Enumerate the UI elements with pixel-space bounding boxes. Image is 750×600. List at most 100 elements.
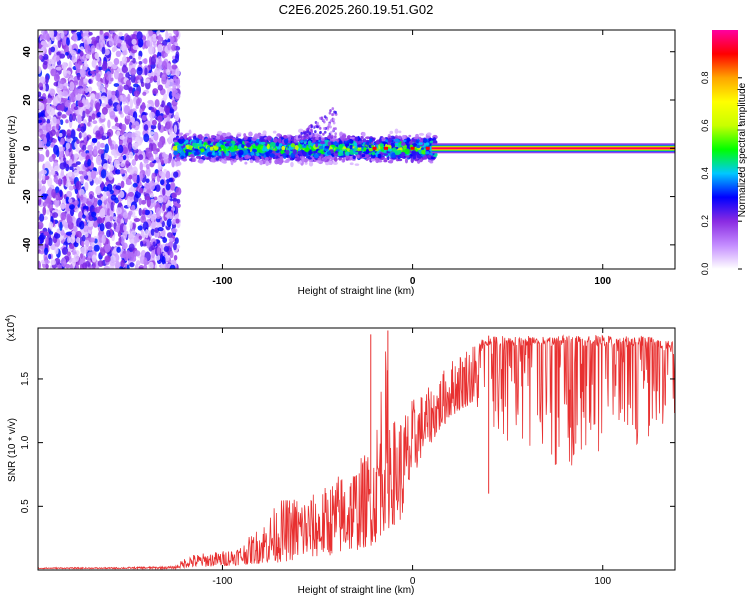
band-cell bbox=[338, 157, 343, 161]
y-tick-label: 0 bbox=[22, 145, 33, 151]
noise-cell bbox=[95, 102, 101, 111]
noise-cell bbox=[99, 246, 104, 253]
streak-cell bbox=[303, 137, 306, 141]
noise-cell bbox=[138, 55, 142, 60]
noise-cell bbox=[80, 177, 85, 185]
y-tick-label: -20 bbox=[22, 189, 33, 204]
band-cell bbox=[176, 145, 182, 149]
noise-cell bbox=[103, 72, 108, 78]
band-cell bbox=[290, 161, 294, 168]
noise-cell bbox=[84, 44, 91, 54]
band-peak-cell bbox=[372, 146, 377, 150]
noise-cell bbox=[130, 73, 136, 83]
noise-cell bbox=[80, 68, 86, 78]
streak-cell bbox=[318, 136, 322, 140]
noise-cell bbox=[59, 189, 63, 198]
noise-cell bbox=[54, 246, 59, 255]
noise-cell bbox=[163, 155, 169, 165]
noise-cell bbox=[157, 196, 164, 204]
band-cell bbox=[276, 133, 282, 137]
band-cell bbox=[398, 130, 402, 134]
noise-cell bbox=[114, 89, 120, 99]
noise-cell bbox=[141, 114, 148, 121]
noise-cell bbox=[53, 81, 60, 87]
x-tick-label: 0 bbox=[410, 276, 416, 287]
noise-cell bbox=[100, 153, 105, 161]
band-cell bbox=[432, 140, 438, 145]
noise-cell bbox=[133, 217, 141, 222]
noise-cell bbox=[87, 86, 93, 93]
noise-cell bbox=[126, 264, 130, 269]
noise-cell bbox=[108, 171, 114, 181]
noise-cell bbox=[38, 104, 41, 110]
noise-cell bbox=[91, 138, 98, 144]
band-cell bbox=[266, 135, 273, 141]
noise-cell bbox=[95, 130, 101, 138]
noise-cell bbox=[95, 64, 99, 75]
band-cell bbox=[383, 153, 389, 156]
streak-cell bbox=[319, 131, 322, 135]
noise-cell bbox=[106, 229, 111, 238]
band-cell bbox=[256, 139, 260, 143]
band-cell bbox=[257, 144, 261, 148]
band-cell bbox=[216, 143, 222, 147]
band-cell bbox=[404, 158, 409, 164]
noise-cell bbox=[152, 37, 157, 42]
noise-cell bbox=[165, 30, 169, 41]
noise-cell bbox=[56, 55, 60, 62]
band-cell bbox=[290, 143, 296, 148]
noise-cell bbox=[123, 132, 128, 142]
noise-cell bbox=[87, 144, 94, 152]
noise-cell bbox=[119, 190, 125, 199]
band-cell bbox=[225, 136, 230, 140]
streak-cell bbox=[323, 130, 327, 134]
noise-cell bbox=[123, 224, 127, 232]
band-cell bbox=[301, 145, 307, 148]
band-cell bbox=[390, 135, 395, 140]
band-cell bbox=[369, 138, 373, 143]
noise-cell bbox=[69, 207, 75, 217]
colorbar: 0.00.20.40.60.8 Normalized spectral ampl… bbox=[700, 30, 748, 275]
noise-cell bbox=[68, 198, 73, 204]
band-cell bbox=[275, 152, 281, 156]
band-cell bbox=[308, 157, 312, 160]
band-peak-cell bbox=[383, 146, 388, 150]
noise-cell bbox=[145, 167, 151, 177]
noise-cell bbox=[150, 124, 157, 130]
noise-cell bbox=[165, 170, 171, 180]
noise-cell bbox=[100, 142, 105, 149]
band-cell bbox=[287, 158, 291, 162]
noise-cell bbox=[71, 113, 77, 122]
band-cell bbox=[252, 145, 258, 149]
noise-cell bbox=[127, 93, 131, 103]
noise-cell bbox=[85, 98, 89, 105]
band-cell bbox=[327, 141, 331, 146]
noise-cell bbox=[140, 230, 145, 239]
noise-cell bbox=[38, 54, 43, 61]
band-cell bbox=[383, 159, 388, 163]
noise-cell bbox=[153, 196, 158, 201]
noise-cell bbox=[57, 146, 64, 152]
band-cell bbox=[269, 153, 275, 158]
noise-cell bbox=[59, 53, 66, 59]
spectrogram-y-axis-label: Frequency (Hz) bbox=[7, 116, 18, 185]
band-cell bbox=[252, 148, 257, 153]
noise-cell bbox=[63, 30, 68, 35]
noise-cell bbox=[109, 259, 116, 267]
streak-cell bbox=[332, 121, 336, 125]
band-cell bbox=[320, 151, 325, 155]
noise-cell bbox=[141, 101, 146, 112]
noise-cell bbox=[50, 107, 56, 117]
noise-cell bbox=[136, 139, 143, 146]
band-cell bbox=[283, 138, 289, 145]
noise-cell bbox=[116, 246, 121, 253]
noise-cell bbox=[151, 249, 156, 259]
noise-cell bbox=[166, 218, 172, 228]
noise-cell bbox=[141, 199, 147, 205]
noise-cell bbox=[76, 139, 80, 145]
band-cell bbox=[210, 135, 216, 139]
band-cell bbox=[260, 141, 266, 145]
band-cell bbox=[415, 140, 419, 143]
noise-cell bbox=[134, 154, 139, 162]
